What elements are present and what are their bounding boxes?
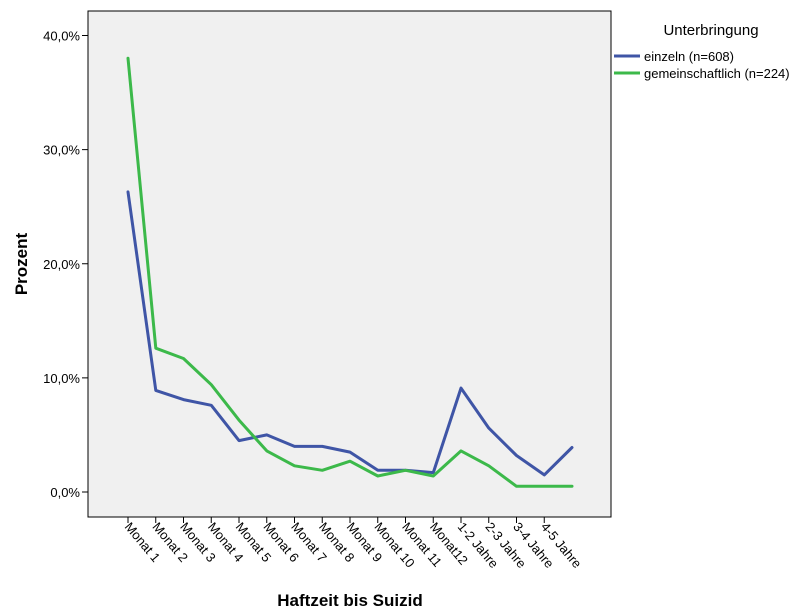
y-tick-label: 10,0% [43,371,80,386]
plot-area [87,10,612,518]
x-axis-title: Haftzeit bis Suizid [277,591,422,608]
y-tick-label: 30,0% [43,143,80,158]
y-tick-label: 20,0% [43,257,80,272]
series-line-einzeln [126,190,574,477]
y-axis-title: Prozent [12,232,31,295]
legend-label: einzeln (n=608) [644,49,734,64]
series-line-gemeinschaftlich [126,56,574,488]
y-axis: 0,0% 10,0% 20,0% 30,0% 40,0% [43,29,88,500]
y-tick-label: 40,0% [43,29,80,44]
y-tick-label: 0,0% [50,485,80,500]
legend-label: gemeinschaftlich (n=224) [644,66,790,81]
legend-title: Unterbringung [663,22,758,39]
legend: Unterbringung einzeln (n=608) gemeinschaf… [614,22,790,81]
series-lines [126,56,574,488]
